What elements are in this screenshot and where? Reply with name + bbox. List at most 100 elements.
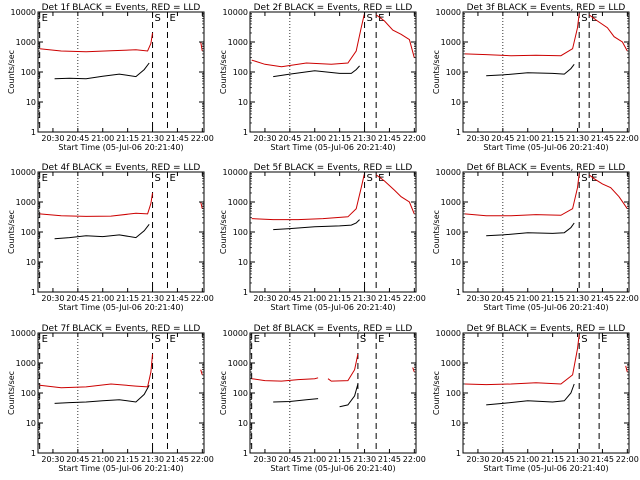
y-axis-label: Counts/sec [219,371,228,415]
x-tick-label: 20:45 [278,294,301,303]
marker-label: E [601,334,607,345]
series-line-lld [39,32,153,53]
y-axis-label: Counts/sec [7,50,16,94]
y-tick-label: 100 [446,68,461,77]
series-line-lld [251,13,365,68]
x-tick-label: 21:15 [328,134,351,143]
y-axis-label: Counts/sec [7,210,16,254]
marker-label: S [367,13,373,24]
marker-label: S [155,173,161,184]
x-axis-label: Start Time (05-Jul-06 20:21:40) [483,143,608,152]
series-line-events [273,65,360,78]
plot-frame [37,171,205,293]
x-tick-label: 20:45 [66,455,89,464]
y-tick-label: 100 [233,228,248,237]
x-tick-label: 22:00 [616,455,639,464]
y-tick-label: 100 [233,389,248,398]
plot-frame [249,171,417,293]
marker-label: E [42,13,48,24]
y-tick-label: 10000 [11,8,36,17]
x-tick-label: 21:45 [591,134,614,143]
x-tick-label: 22:00 [403,294,426,303]
y-tick-label: 10 [238,258,248,267]
series-line-lld [412,367,415,373]
y-tick-label: 1000 [228,198,248,207]
y-tick-label: 10 [26,419,36,428]
x-tick-label: 21:00 [516,455,539,464]
y-tick-label: 100 [446,228,461,237]
x-tick-label: 21:45 [166,455,189,464]
x-tick-label: 21:15 [116,294,139,303]
y-tick-label: 1000 [16,38,36,47]
chart-title: Det 6f BLACK = Events, RED = LLD [467,163,626,173]
x-tick-label: 20:45 [278,455,301,464]
x-axis-label: Start Time (05-Jul-06 20:21:40) [270,303,395,312]
chart-title: Det 1f BLACK = Events, RED = LLD [42,3,201,13]
plot-frame [37,332,205,454]
marker-label: E [42,173,48,184]
y-axis-label: Counts/sec [7,371,16,415]
x-tick-label: 21:30 [141,134,164,143]
y-tick-label: 10 [238,419,248,428]
y-tick-label: 10000 [223,329,248,338]
y-tick-label: 1 [243,449,248,458]
series-line-lld [200,41,203,52]
x-axis-label: Start Time (05-Jul-06 20:21:40) [58,303,183,312]
series-line-lld [327,353,359,382]
plot-frame [249,332,417,454]
marker-label: S [155,334,161,345]
x-tick-label: 21:30 [141,294,164,303]
y-tick-label: 100 [21,68,36,77]
x-tick-label: 21:30 [353,134,376,143]
y-axis-label: Counts/sec [219,210,228,254]
x-tick-label: 20:30 [253,294,276,303]
x-tick-label: 21:00 [303,455,326,464]
y-tick-label: 10000 [436,329,461,338]
x-tick-label: 20:30 [253,455,276,464]
series-line-lld [251,377,319,382]
series-line-lld [375,14,415,58]
plot-frame [249,11,417,133]
x-tick-label: 20:30 [253,134,276,143]
series-line-lld [464,173,580,217]
y-tick-label: 1 [456,449,461,458]
plot-frame [462,332,630,454]
y-tick-label: 1000 [16,198,36,207]
chart-panel-9: Det 9f BLACK = Events, RED = LLD Counts/s… [432,324,639,473]
y-tick-label: 1 [456,288,461,297]
y-axis-label: Counts/sec [432,50,441,94]
x-tick-label: 21:30 [141,455,164,464]
y-tick-label: 10 [26,98,36,107]
x-tick-label: 21:45 [378,455,401,464]
y-tick-label: 10 [238,98,248,107]
x-tick-label: 20:30 [466,455,489,464]
marker-label: S [581,334,587,345]
chart-panel-3: Det 3f BLACK = Events, RED = LLD Counts/s… [432,3,639,152]
chart-panel-1: Det 1f BLACK = Events, RED = LLD Counts/s… [7,3,214,152]
series-line-lld [464,13,580,57]
x-tick-label: 22:00 [616,294,639,303]
x-tick-label: 21:45 [378,134,401,143]
y-tick-label: 10 [26,258,36,267]
x-tick-label: 20:30 [41,455,64,464]
x-axis-label: Start Time (05-Jul-06 20:21:40) [270,143,395,152]
chart-panel-4: Det 4f BLACK = Events, RED = LLD Counts/s… [7,163,214,312]
y-axis-label: Counts/sec [432,371,441,415]
series-line-events [54,223,150,240]
y-tick-label: 1000 [441,198,461,207]
series-line-lld [588,14,628,52]
y-tick-label: 10000 [223,168,248,177]
chart-title: Det 5f BLACK = Events, RED = LLD [254,163,413,173]
x-tick-label: 20:45 [66,294,89,303]
y-tick-label: 10000 [436,8,461,17]
x-axis-label: Start Time (05-Jul-06 20:21:40) [483,464,608,473]
series-line-events [486,63,575,77]
chart-title: Det 9f BLACK = Events, RED = LLD [467,324,626,334]
x-tick-label: 21:30 [566,134,589,143]
x-tick-label: 21:45 [378,294,401,303]
y-tick-label: 100 [233,68,248,77]
marker-label: E [169,334,175,345]
y-tick-label: 1 [456,128,461,137]
y-tick-label: 1 [243,288,248,297]
y-tick-label: 10000 [11,329,36,338]
